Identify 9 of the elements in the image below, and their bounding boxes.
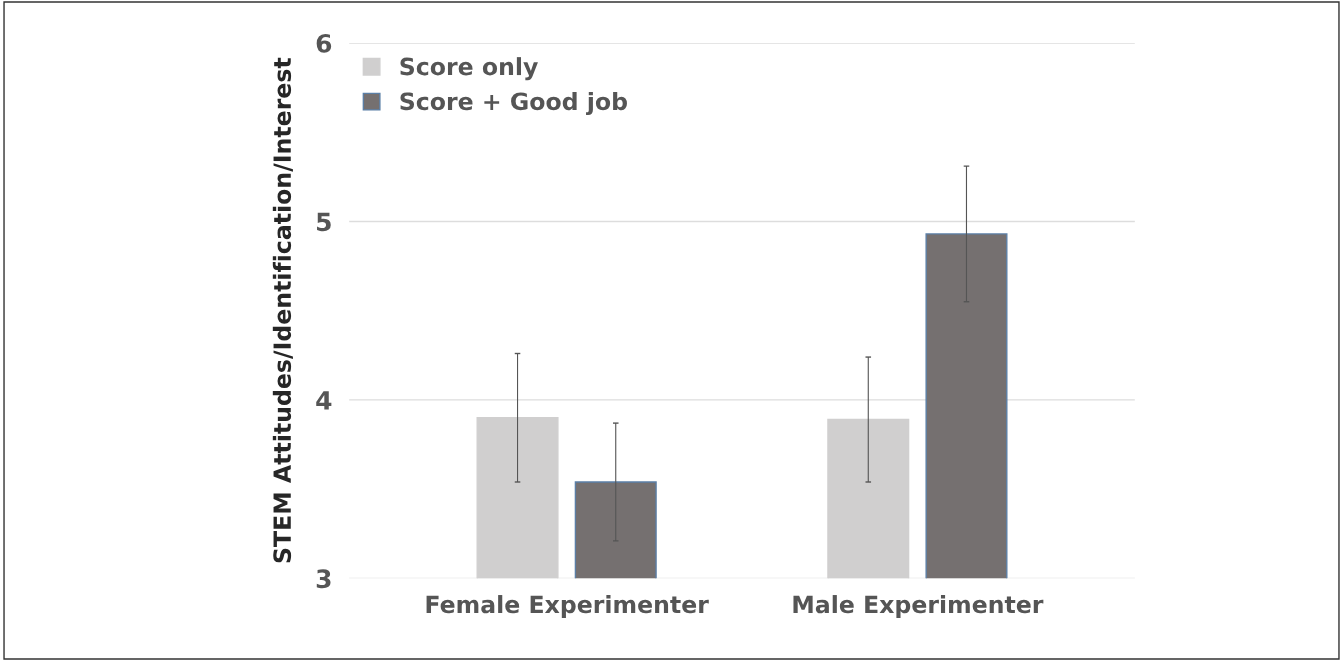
y-tick-label: 3 xyxy=(316,569,331,589)
x-tick-label: Male Experimenter xyxy=(793,595,1044,618)
y-tick-label: 4 xyxy=(316,391,332,410)
y-tick-label: 6 xyxy=(316,33,332,53)
y-tick-label: 5 xyxy=(317,212,331,232)
legend-label: Score only xyxy=(400,57,538,81)
y-axis-title: STEM Attitudes/Identification/Interest xyxy=(272,57,293,563)
legend-label: Score + Good job xyxy=(400,91,627,116)
x-tick-label: Female Experimenter xyxy=(426,595,709,618)
